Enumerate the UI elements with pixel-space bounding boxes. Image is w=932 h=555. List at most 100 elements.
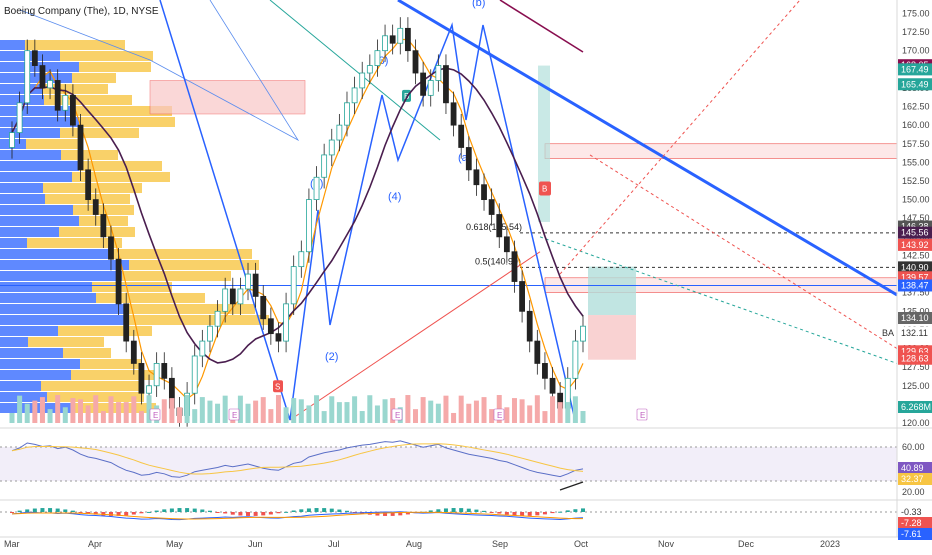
volume-bar: [374, 405, 380, 423]
macd-histogram-bar: [215, 512, 220, 513]
volume-bar: [17, 395, 23, 423]
candle-body: [374, 50, 381, 66]
price-tick-label: 170.00: [902, 46, 930, 56]
volume-bar: [344, 402, 350, 423]
earnings-marker-label: E: [395, 411, 400, 420]
symbol-title: Boeing Company (The), 1D, NYSE: [4, 6, 159, 17]
candle-body: [191, 355, 198, 394]
price-tag-label: 140.90: [901, 262, 929, 272]
macd-histogram-bar: [542, 512, 547, 515]
volume-bar: [298, 399, 304, 423]
price-tag-label: 40.89: [901, 463, 924, 473]
volume-profile-bar: [59, 227, 135, 237]
volume-bar: [9, 413, 15, 423]
price-tag-label: 165.49: [901, 79, 929, 89]
volume-profile-bar: [41, 381, 140, 391]
price-tag-label: 143.92: [901, 240, 929, 250]
macd-histogram-bar: [527, 512, 532, 516]
candle-body: [458, 124, 465, 148]
trend-line: [289, 251, 541, 421]
macd-histogram-bar: [32, 508, 37, 512]
time-tick-label: Mar: [4, 539, 20, 549]
volume-profile-bar: [0, 205, 73, 215]
earnings-marker: [636, 408, 648, 421]
volume-profile-bar: [0, 348, 63, 358]
volume-profile-bar: [58, 326, 152, 336]
volume-profile-bar: [60, 51, 153, 61]
price-tag: [898, 226, 932, 239]
volume-profile-bar: [0, 95, 44, 105]
macd-histogram-bar: [497, 512, 502, 514]
downtrend-line: [397, 0, 898, 297]
macd-histogram-bar: [284, 511, 289, 513]
macd-histogram-bar: [10, 512, 14, 513]
candle-body: [290, 266, 297, 305]
candle-body: [62, 94, 69, 111]
candle-body: [252, 273, 259, 297]
volume-profile-bar: [0, 249, 112, 259]
price-tick-label: 127.50: [902, 362, 930, 372]
candle-body: [488, 199, 495, 215]
sell-signal-label: B: [542, 184, 547, 193]
candle-body: [427, 80, 434, 96]
candle-body: [321, 154, 328, 178]
volume-profile-bar: [0, 172, 72, 182]
candle-body: [435, 65, 442, 81]
candle-body: [580, 325, 586, 342]
supply-zone: [544, 143, 898, 159]
volume-bar: [367, 395, 373, 423]
candle-body: [214, 310, 221, 327]
macd-histogram-bar: [238, 512, 243, 516]
price-tick-label: 120.00: [902, 418, 930, 428]
candle-body: [572, 340, 579, 379]
volume-bar: [108, 396, 114, 423]
candle-body: [397, 27, 404, 44]
projection-line: [589, 154, 898, 349]
macd-histogram-bar: [230, 512, 235, 515]
price-tick-label: 142.50: [902, 250, 930, 260]
volume-profile-bar: [72, 73, 116, 83]
divergence-line: [559, 481, 584, 491]
volume-profile-bar: [0, 194, 45, 204]
price-tick-label: 150.00: [902, 195, 930, 205]
macd-histogram-bar: [246, 512, 251, 516]
volume-profile-bar: [73, 106, 172, 116]
volume-profile-bar: [43, 84, 108, 94]
candle-body: [207, 325, 213, 342]
candle-body: [222, 288, 229, 312]
volume-bar: [253, 400, 259, 423]
rsi-ma-line: [11, 443, 584, 475]
volume-bar: [138, 411, 144, 423]
volume-profile-bar: [25, 40, 125, 50]
volume-profile-bar: [92, 282, 172, 292]
volume-bar: [291, 398, 297, 423]
macd-histogram-bar: [405, 512, 410, 515]
wave-label: (4): [388, 191, 401, 203]
volume-profile-bar: [74, 403, 156, 413]
projection-line: [559, 0, 801, 275]
candle-body: [267, 318, 274, 335]
candle-body: [526, 310, 533, 342]
candle-body: [130, 340, 137, 364]
macd-histogram-bar: [383, 512, 388, 516]
earnings-marker: [391, 408, 403, 421]
candle-body: [366, 65, 373, 74]
candle-body: [39, 65, 46, 89]
volume-profile-bar: [0, 282, 92, 292]
candle-body: [31, 50, 38, 66]
macd-histogram-bar: [108, 512, 113, 516]
target-zone: [588, 266, 636, 316]
rsi-tick-label: 60.00: [902, 442, 925, 452]
price-tick-label: 155.00: [902, 157, 930, 167]
price-tick-label: 152.50: [902, 176, 930, 186]
price-tick-label: 147.50: [902, 213, 930, 223]
price-tick-label: 135.00: [902, 306, 930, 316]
price-tag: [898, 63, 932, 76]
volume-profile-bar: [44, 95, 132, 105]
macd-line: [11, 511, 584, 521]
earnings-marker-label: E: [497, 411, 502, 420]
sell-signal-badge: [539, 181, 551, 196]
candle-body: [534, 340, 541, 364]
price-tick-label: 125.00: [902, 381, 930, 391]
